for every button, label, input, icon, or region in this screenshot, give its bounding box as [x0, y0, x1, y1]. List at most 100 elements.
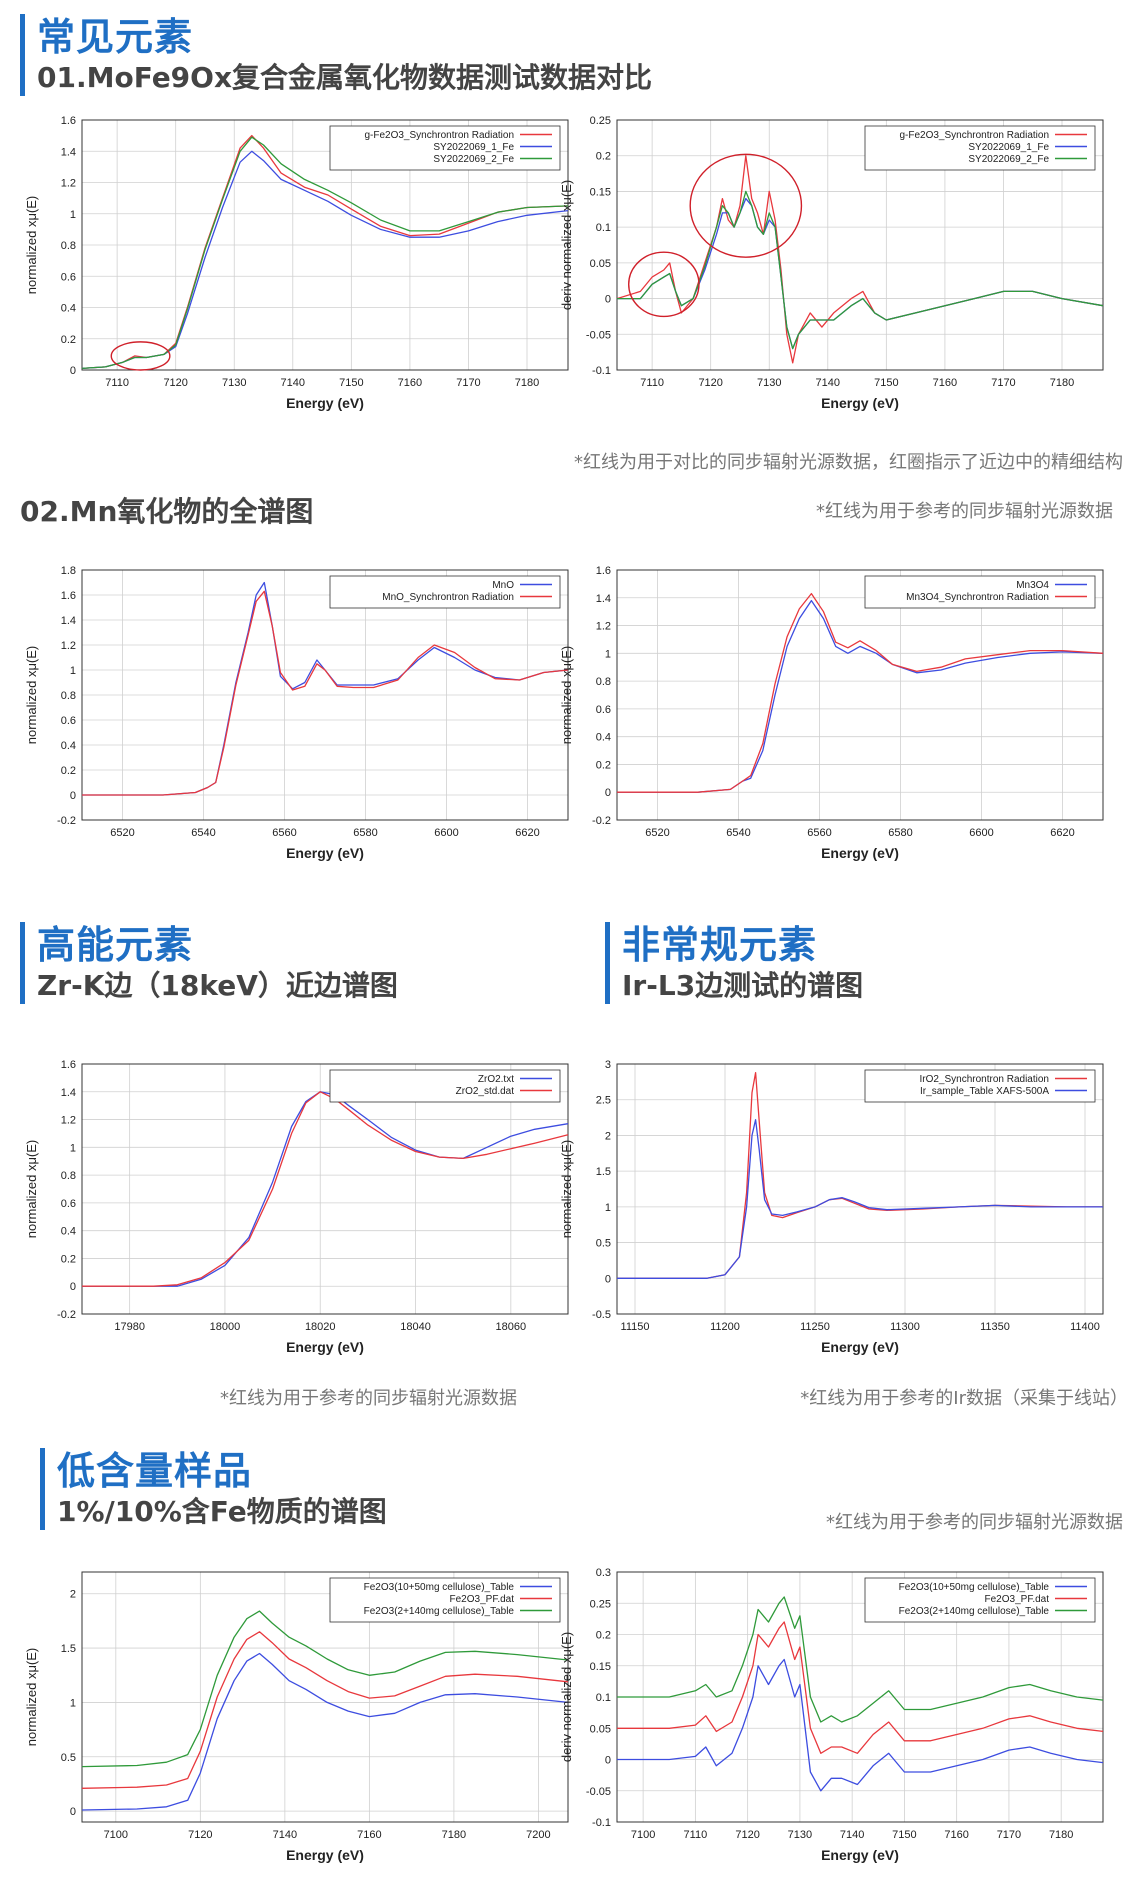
- x-axis-label: Energy (eV): [821, 395, 899, 411]
- x-tick-label: 18020: [305, 1321, 336, 1333]
- x-tick-label: 7150: [339, 377, 363, 389]
- legend-label: Fe2O3(10+50mg cellulose)_Table: [899, 1582, 1050, 1593]
- x-tick-label: 7180: [1050, 377, 1074, 389]
- mn-section-title: 02.Mn氧化物的全谱图: [20, 495, 314, 528]
- legend-box: [329, 1069, 561, 1103]
- plot-frame: [616, 569, 1104, 821]
- legend-box: [864, 575, 1096, 609]
- legend-label: g-Fe2O3_Synchrontron Radiation: [899, 130, 1049, 141]
- x-tick-label: 7170: [997, 1829, 1021, 1841]
- y-tick-label: 0.2: [596, 1630, 611, 1642]
- plot-frame: [81, 1063, 569, 1315]
- legend-label: Fe2O3_PF.dat: [450, 1594, 515, 1605]
- y-tick-label: 1: [70, 209, 76, 221]
- x-tick-label: 7120: [188, 1829, 212, 1841]
- y-tick-label: 0.2: [61, 334, 76, 346]
- plot-frame: [616, 119, 1104, 371]
- x-tick-label: 6560: [272, 827, 296, 839]
- y-tick-label: 0.2: [596, 151, 611, 163]
- y-tick-label: 0: [70, 1281, 76, 1293]
- y-tick-label: -0.2: [592, 815, 611, 827]
- y-tick-label: 0.5: [61, 1752, 76, 1764]
- x-tick-label: 6620: [515, 827, 539, 839]
- y-tick-label: 0.8: [596, 676, 611, 688]
- y-tick-label: 0.8: [61, 1170, 76, 1182]
- highlight-circle: [628, 251, 700, 318]
- section-unusual-elements: 非常规元素 Ir-L3边测试的谱图: [605, 922, 863, 1004]
- y-tick-label: 0: [605, 1273, 611, 1285]
- x-axis-label: Energy (eV): [821, 845, 899, 861]
- y-tick-label: 1.6: [61, 1059, 76, 1071]
- y-axis-label: deriv normalized xμ(E): [559, 1632, 574, 1762]
- y-tick-label: 0: [70, 1806, 76, 1818]
- plot-frame: [81, 1571, 569, 1823]
- section-title: 低含量样品: [57, 1449, 253, 1493]
- series-line-red: [617, 1621, 1104, 1754]
- y-tick-label: 0.4: [596, 732, 611, 744]
- series-line-green: [81, 1610, 569, 1768]
- y-tick-label: 0.8: [61, 240, 76, 252]
- highlight-circle: [689, 153, 803, 258]
- x-tick-label: 11250: [800, 1321, 830, 1333]
- y-tick-label: 1.4: [61, 615, 76, 627]
- x-tick-label: 7110: [640, 377, 664, 389]
- y-tick-label: 2: [70, 1589, 76, 1601]
- y-tick-label: 1: [70, 1697, 76, 1709]
- x-tick-label: 7120: [735, 1829, 759, 1841]
- legend-box: [329, 1577, 561, 1623]
- legend-box: [329, 575, 561, 609]
- y-axis-label: deriv normalized xμ(E): [559, 180, 574, 310]
- x-axis-label: Energy (eV): [286, 395, 364, 411]
- fe-mu-chart: 7110 7120 7130 7140 7150 7160 7170 7180 0 0.2 0.4 0…: [20, 100, 580, 420]
- legend-label: SY2022069_1_Fe: [433, 142, 514, 153]
- x-tick-label: 11350: [980, 1321, 1010, 1333]
- legend-label: Fe2O3_PF.dat: [985, 1594, 1050, 1605]
- zr-ref-note: *红线为用于参考的同步辐射光源数据: [220, 1388, 517, 1409]
- section-subtitle: Ir-L3边测试的谱图: [622, 969, 864, 1002]
- series-line-blue: [617, 1658, 1104, 1792]
- low-deriv-chart: 7100 7110 7120 7130 7140 7150 7160 7170 7180 -0.1…: [555, 1552, 1115, 1872]
- x-tick-label: 7110: [684, 1829, 708, 1841]
- legend: g-Fe2O3_Synchrontron RadiationSY2022069_…: [329, 125, 561, 171]
- legend-label: Fe2O3(2+140mg cellulose)_Table: [364, 1606, 515, 1617]
- plot-frame: [81, 569, 569, 821]
- x-tick-label: 6540: [191, 827, 215, 839]
- plot-area: [82, 1064, 568, 1314]
- series-line-blue: [617, 1119, 1103, 1279]
- x-tick-label: 7120: [163, 377, 187, 389]
- y-tick-label: 1.2: [61, 178, 76, 190]
- section-title: 高能元素: [37, 923, 194, 967]
- y-tick-label: -0.5: [592, 1309, 611, 1321]
- x-tick-label: 11150: [621, 1321, 650, 1333]
- y-tick-label: 0: [605, 294, 611, 306]
- y-axis-label: normalized xμ(E): [559, 646, 574, 745]
- y-axis-label: normalized xμ(E): [24, 196, 39, 295]
- section-title: 非常规元素: [622, 923, 818, 967]
- ir-ref-note: *红线为用于参考的Ir数据（采集于线站）: [800, 1388, 1128, 1409]
- x-axis-label: Energy (eV): [286, 1847, 364, 1863]
- y-tick-label: 0.6: [61, 271, 76, 283]
- mn3o4-plot: 6520 6540 6560 6580 6600 6620 -0.2 0 0.2 0.4 0.6 0.…: [559, 565, 1104, 861]
- plot-frame: [81, 119, 569, 371]
- x-tick-label: 7180: [442, 1829, 466, 1841]
- series-line-blue: [81, 1652, 569, 1811]
- y-tick-label: 0.25: [590, 115, 611, 127]
- x-tick-label: 7200: [526, 1829, 550, 1841]
- legend-label: MnO_Synchrontron Radiation: [382, 592, 514, 603]
- low-mu-chart: 7100 7120 7140 7160 7180 7200 0 0.5 1 1.5 2 Fe2O3(1…: [20, 1552, 580, 1872]
- y-tick-label: -0.1: [592, 1817, 611, 1829]
- x-axis-label: Energy (eV): [286, 845, 364, 861]
- x-tick-label: 18060: [496, 1321, 527, 1333]
- low-deriv-plot: 7100 7110 7120 7130 7140 7150 7160 7170 7180 -0.1…: [559, 1567, 1104, 1863]
- legend: Fe2O3(10+50mg cellulose)_TableFe2O3_PF.d…: [864, 1577, 1096, 1623]
- mno-plot: 6520 6540 6560 6580 6600 6620 -0.2 0 0.2 0.4 0.6 0.…: [24, 565, 569, 861]
- mno-chart: 6520 6540 6560 6580 6600 6620 -0.2 0 0.2 0.4 0.6 0.…: [20, 550, 580, 870]
- y-tick-label: 1.2: [61, 1115, 76, 1127]
- y-axis-label: normalized xμ(E): [559, 1140, 574, 1239]
- y-tick-label: 0.4: [61, 740, 76, 752]
- y-tick-label: 1.6: [61, 590, 76, 602]
- legend-label: Mn3O4: [1016, 580, 1049, 591]
